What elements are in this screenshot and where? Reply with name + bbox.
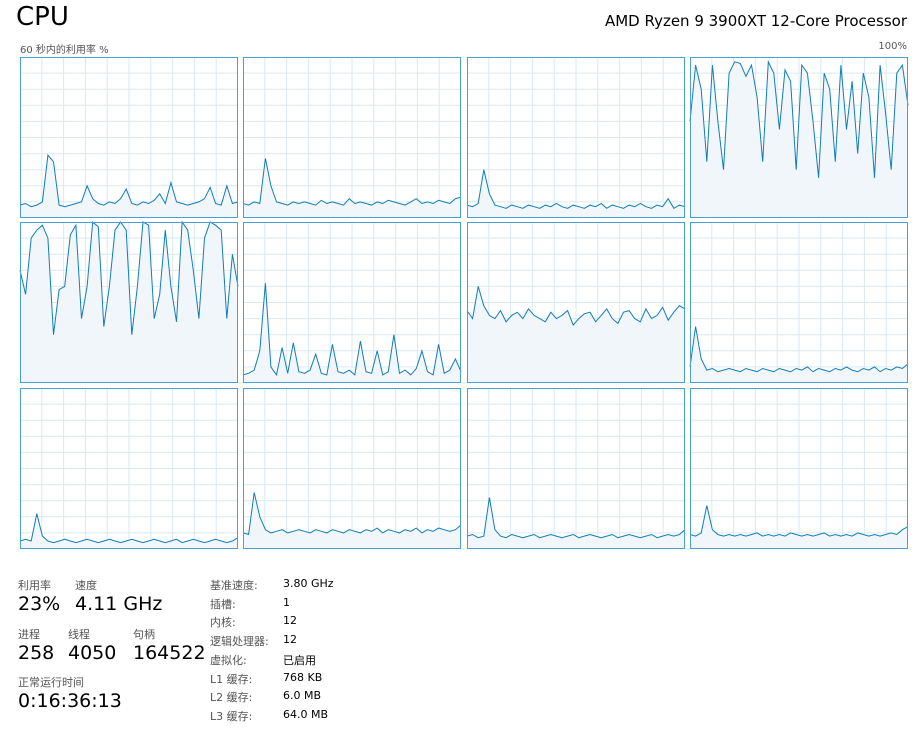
graph-border: [20, 222, 238, 383]
graph-border: [690, 388, 908, 549]
stat-label: 速度: [75, 579, 97, 592]
usage-line: [19, 220, 239, 335]
usage-line: [19, 154, 239, 208]
graph-max: 100%: [878, 41, 907, 52]
graph-border: [690, 222, 908, 383]
spec-label: L3 缓存:: [210, 709, 253, 723]
graph-border: [20, 388, 238, 549]
graph-border: [243, 57, 461, 218]
usage-line: [689, 326, 909, 373]
stat-value: 258: [18, 642, 55, 664]
usage-area: [20, 155, 238, 218]
spec-value: 3.80 GHz: [283, 577, 334, 590]
usage-line: [242, 283, 462, 377]
processor-name: AMD Ryzen 9 3900XT 12-Core Processor: [604, 12, 907, 30]
stat-value: 4.11 GHz: [75, 593, 163, 615]
spec-label: 插槽:: [210, 597, 236, 611]
spec-label: 虚拟化:: [210, 653, 247, 667]
spec-label: 内核:: [210, 616, 236, 630]
spec-value: 768 KB: [283, 670, 323, 684]
stat-value: 4050: [68, 642, 117, 664]
graph-border: [243, 388, 461, 549]
stat-label: 进程: [18, 628, 40, 641]
usage-area: [467, 286, 685, 383]
stat-label: 句柄: [133, 628, 155, 641]
spec-value: 12: [283, 614, 297, 628]
spec-label: L1 缓存:: [210, 672, 253, 686]
graph-border: [243, 222, 461, 383]
spec-value: 12: [283, 633, 297, 647]
spec-value: 64.0 MB: [283, 707, 329, 721]
usage-area: [243, 492, 461, 549]
usage-line: [466, 286, 686, 326]
stat-value: 23%: [18, 593, 61, 615]
spec-value: 1: [283, 595, 290, 609]
stat-label: 正常运行时间: [18, 676, 84, 689]
usage-line: [689, 505, 909, 537]
graph-border: [690, 57, 908, 218]
usage-area: [690, 505, 908, 549]
usage-area: [690, 326, 908, 383]
graph-border: [467, 222, 685, 383]
stat-label: 利用率: [18, 579, 51, 592]
usage-area: [20, 513, 238, 549]
spec-value: 6.0 MB: [283, 689, 322, 703]
graph-border: [467, 388, 685, 549]
usage-line: [242, 158, 462, 206]
spec-label: 基准速度:: [210, 579, 258, 592]
graph-border: [20, 57, 238, 218]
graph-border: [467, 57, 685, 218]
usage-line: [19, 513, 239, 544]
title: CPU: [16, 2, 69, 32]
usage-line: [689, 59, 909, 178]
usage-line: [466, 169, 686, 209]
usage-area: [467, 497, 685, 549]
usage-area: [20, 222, 238, 383]
stat-value: 164522: [133, 642, 206, 664]
spec-value: 已启用: [283, 653, 316, 667]
cpu-graphs: [19, 57, 909, 549]
spec-label: 逻辑处理器:: [210, 635, 269, 649]
spec-label: L2 缓存:: [210, 691, 253, 705]
usage-line: [466, 497, 686, 539]
stat-value: 0:16:36:13: [18, 690, 122, 712]
usage-line: [242, 492, 462, 536]
graph-label: 60 秒内的利用率 %: [20, 45, 109, 56]
stat-label: 线程: [68, 628, 90, 641]
